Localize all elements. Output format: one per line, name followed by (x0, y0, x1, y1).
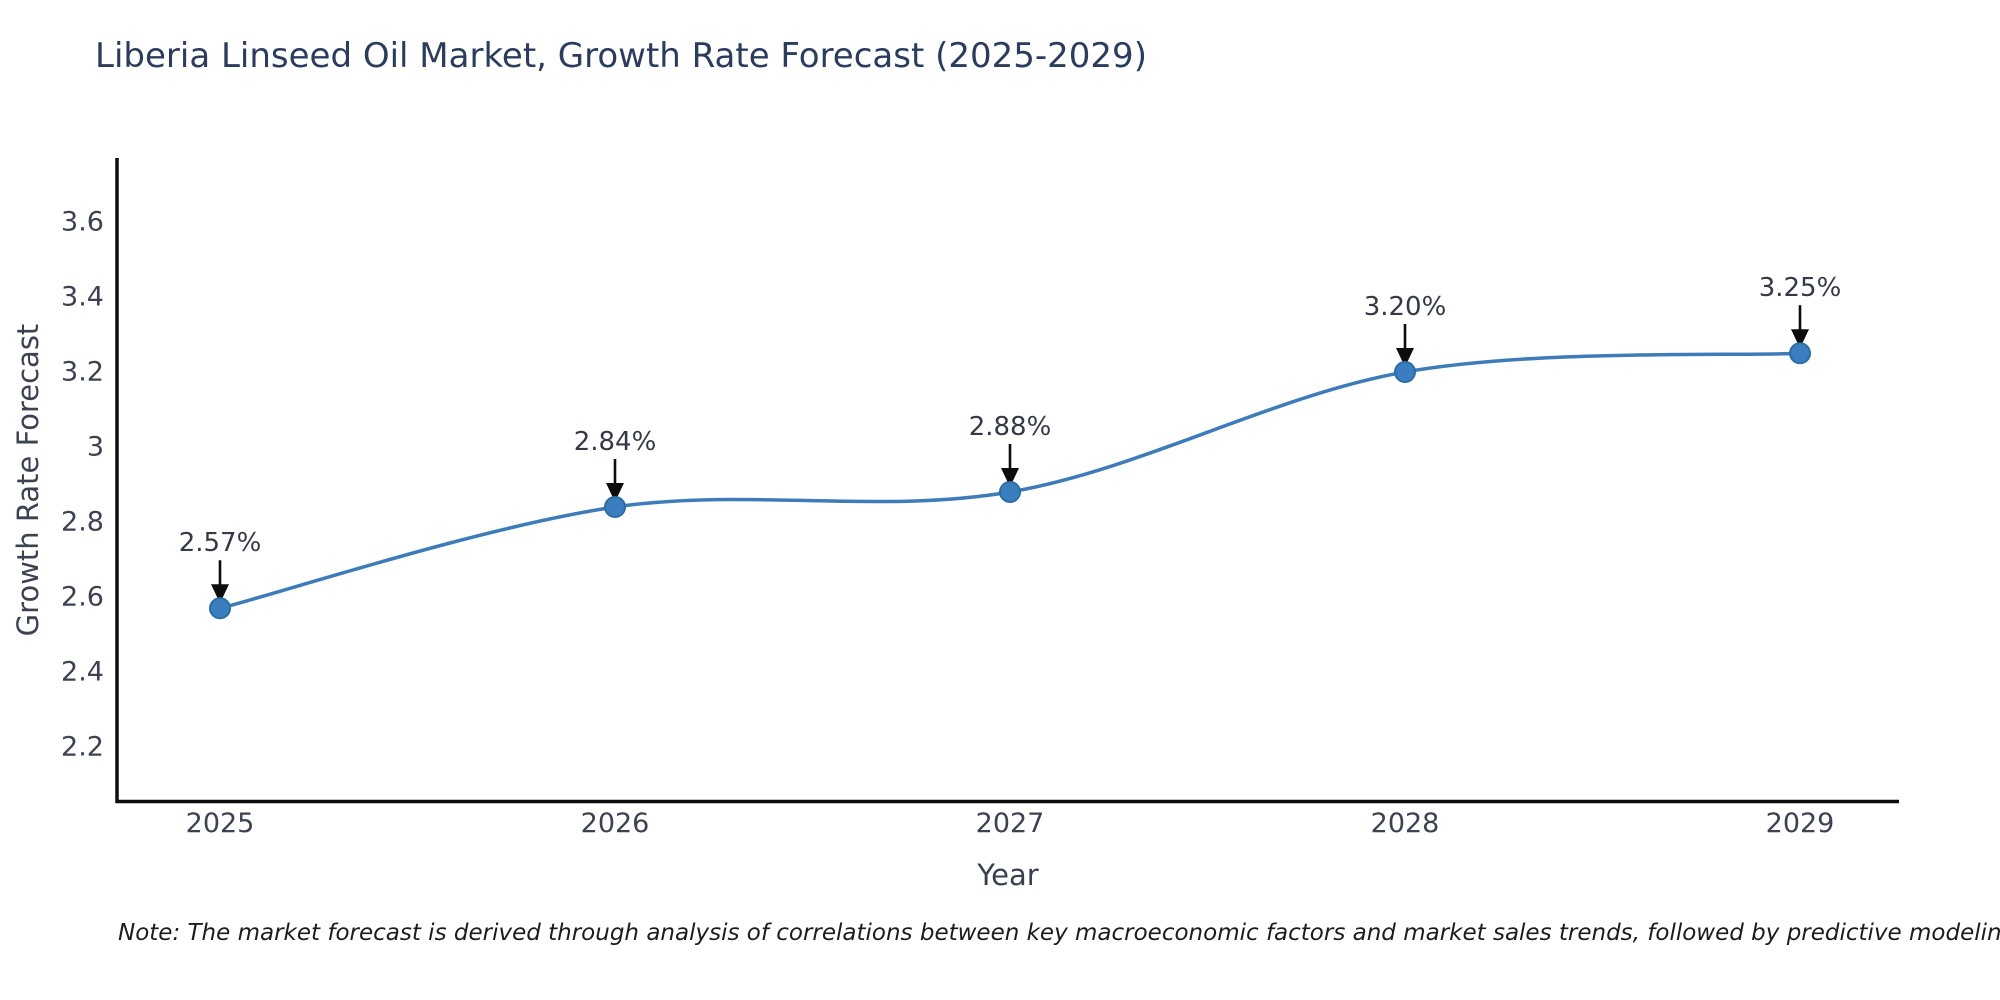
x-tick-label: 2028 (1370, 808, 1440, 839)
annotation-arrowhead (1791, 329, 1809, 349)
y-tick-label: 2.4 (61, 656, 104, 688)
data-point-marker (604, 496, 626, 518)
x-tick-label: 2027 (975, 808, 1045, 839)
y-tick-label: 3.2 (61, 356, 104, 388)
point-value-label: 3.25% (1758, 273, 1842, 304)
point-value-label: 2.57% (178, 528, 262, 559)
x-tick-label: 2029 (1765, 808, 1835, 839)
series-markers (209, 342, 1811, 620)
y-tick-label: 2.6 (61, 581, 104, 613)
annotation-arrowhead (1396, 348, 1414, 367)
y-axis-title: Growth Rate Forecast (11, 323, 45, 637)
y-tick-label: 3 (86, 431, 104, 463)
chart-title: Liberia Linseed Oil Market, Growth Rate … (95, 36, 1147, 76)
annotation-arrowhead (1001, 468, 1019, 487)
annotation-arrowhead (606, 483, 624, 502)
y-tick-label: 2.8 (61, 506, 104, 538)
annotation-arrows (211, 305, 1809, 604)
x-tick-label: 2026 (580, 808, 650, 839)
data-point-marker (1394, 361, 1416, 383)
axes (115, 158, 1899, 804)
x-axis-title: Year (977, 858, 1039, 892)
footnote: Note: The market forecast is derived thr… (118, 920, 2000, 946)
point-value-label: 3.20% (1363, 292, 1447, 322)
data-point-marker (1789, 342, 1811, 365)
y-tick-label: 3.6 (61, 206, 104, 238)
data-point-marker (209, 597, 231, 620)
data-point-marker (999, 481, 1021, 503)
x-tick-label: 2025 (185, 808, 255, 839)
y-tick-label: 2.2 (61, 731, 104, 763)
point-value-label: 2.88% (968, 412, 1052, 442)
y-tick-label: 3.4 (61, 281, 104, 313)
annotation-arrowhead (211, 584, 229, 604)
point-value-label: 2.84% (573, 427, 657, 457)
